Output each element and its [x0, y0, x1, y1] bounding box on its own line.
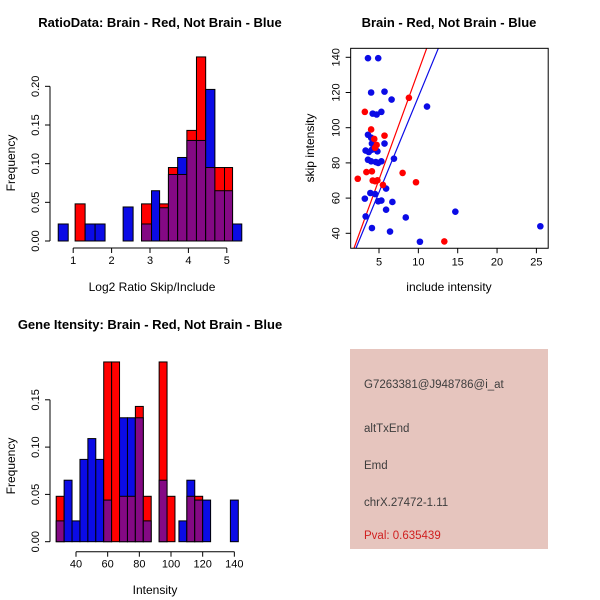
- svg-text:40: 40: [331, 227, 343, 239]
- svg-text:140: 140: [331, 48, 343, 66]
- ratio-histogram-panel: 0.00 0.05 0.10 0.15 0.20 1 2 3 4 5 RatioData: Brai…: [4, 15, 282, 294]
- location-text: chrX.27472-1.11: [364, 497, 449, 509]
- svg-text:40: 40: [70, 559, 82, 571]
- svg-text:120: 120: [331, 83, 343, 101]
- svg-text:80: 80: [331, 157, 343, 169]
- svg-text:5: 5: [376, 256, 382, 268]
- svg-text:0.00: 0.00: [30, 230, 42, 251]
- info-panel: G7263381@J948786@i_at altTxEnd Emd chrX.…: [350, 349, 548, 549]
- svg-text:0.00: 0.00: [30, 531, 42, 552]
- svg-text:25: 25: [530, 256, 542, 268]
- svg-text:Frequency: Frequency: [4, 135, 18, 192]
- probe-id-text: G7263381@J948786@i_at: [364, 379, 504, 391]
- svg-text:2: 2: [109, 255, 115, 267]
- svg-text:5: 5: [224, 255, 230, 267]
- svg-text:Intensity: Intensity: [133, 583, 178, 597]
- svg-text:include intensity: include intensity: [406, 280, 491, 294]
- svg-text:0.20: 0.20: [30, 76, 42, 97]
- svg-text:60: 60: [102, 559, 114, 571]
- gene-intensity-histogram-panel: 0.00 0.05 0.10 0.15 40 60 80 100 120 140 Gene Iten…: [4, 317, 282, 597]
- svg-text:100: 100: [331, 119, 343, 137]
- svg-text:0.10: 0.10: [30, 436, 42, 457]
- svg-text:140: 140: [225, 559, 243, 571]
- pval-text: Pval: 0.635439: [364, 530, 441, 542]
- svg-text:120: 120: [194, 559, 212, 571]
- svg-text:0.05: 0.05: [30, 484, 42, 505]
- svg-text:0.10: 0.10: [30, 153, 42, 174]
- svg-text:Gene Itensity: Brain - Red, No: Gene Itensity: Brain - Red, Not Brain - …: [18, 317, 282, 332]
- svg-text:100: 100: [162, 559, 180, 571]
- svg-text:Log2 Ratio Skip/Include: Log2 Ratio Skip/Include: [89, 280, 216, 294]
- svg-text:skip intensity: skip intensity: [303, 114, 317, 183]
- svg-text:RatioData: Brain - Red, Not Br: RatioData: Brain - Red, Not Brain - Blue: [38, 15, 281, 30]
- svg-text:0.15: 0.15: [30, 389, 42, 410]
- svg-text:10: 10: [412, 256, 424, 268]
- gene-name-text: Emd: [364, 460, 388, 472]
- svg-text:Brain - Red, Not Brain - Blue: Brain - Red, Not Brain - Blue: [362, 15, 537, 30]
- svg-text:4: 4: [185, 255, 191, 267]
- svg-text:20: 20: [491, 256, 503, 268]
- svg-text:15: 15: [452, 256, 464, 268]
- intensity-scatter-panel: 5 10 15 20 25 40 60 80 100 120 140 Brain - Red, Not…: [303, 15, 549, 294]
- svg-text:3: 3: [147, 255, 153, 267]
- svg-text:60: 60: [331, 192, 343, 204]
- event-type-text: altTxEnd: [364, 423, 410, 435]
- svg-text:80: 80: [133, 559, 145, 571]
- svg-text:1: 1: [70, 255, 76, 267]
- svg-text:Frequency: Frequency: [4, 438, 18, 495]
- svg-text:0.15: 0.15: [30, 114, 42, 135]
- svg-text:0.05: 0.05: [30, 192, 42, 213]
